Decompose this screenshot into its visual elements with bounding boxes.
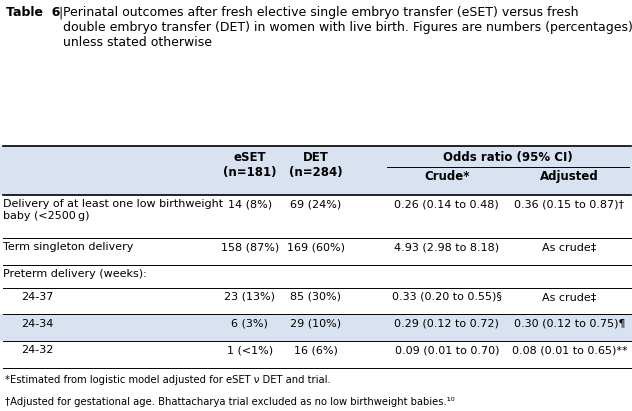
Text: 14 (8%): 14 (8%) (228, 199, 272, 209)
Text: 85 (30%): 85 (30%) (291, 292, 341, 302)
Text: 0.30 (0.12 to 0.75)¶: 0.30 (0.12 to 0.75)¶ (514, 319, 625, 328)
Text: 24-32: 24-32 (21, 345, 53, 355)
Text: 6 (3%): 6 (3%) (231, 319, 268, 328)
Bar (0, 288, 632, 314)
Text: 0.26 (0.14 to 0.48): 0.26 (0.14 to 0.48) (394, 199, 499, 209)
Text: 16 (6%): 16 (6%) (294, 345, 338, 355)
Text: 69 (24%): 69 (24%) (290, 199, 342, 209)
Text: 24-34: 24-34 (21, 319, 53, 328)
Bar (0, 314, 632, 341)
Bar (0, 341, 632, 368)
Text: 169 (60%): 169 (60%) (287, 242, 345, 252)
Text: |: | (58, 6, 63, 19)
Text: Perinatal outcomes after fresh elective single embryo transfer (eSET) versus fre: Perinatal outcomes after fresh elective … (63, 6, 632, 49)
Text: Adjusted: Adjusted (540, 170, 599, 183)
Text: 0.33 (0.20 to 0.55)§: 0.33 (0.20 to 0.55)§ (392, 292, 502, 302)
Text: As crude‡: As crude‡ (542, 242, 597, 252)
Text: 158 (87%): 158 (87%) (221, 242, 279, 252)
Text: 24-37: 24-37 (21, 292, 53, 302)
Text: 0.08 (0.01 to 0.65)**: 0.08 (0.01 to 0.65)** (512, 345, 627, 355)
Bar (0, 195, 632, 238)
Text: 29 (10%): 29 (10%) (291, 319, 341, 328)
Text: †Adjusted for gestational age. Bhattacharya trial excluded as no low birthweight: †Adjusted for gestational age. Bhattacha… (5, 397, 455, 406)
Text: Delivery of at least one low birthweight
baby (<2500 g): Delivery of at least one low birthweight… (3, 199, 223, 221)
Text: Table  6: Table 6 (6, 6, 61, 19)
Text: *Estimated from logistic model adjusted for eSET ν DET and trial.: *Estimated from logistic model adjusted … (5, 375, 331, 385)
Bar (0, 146, 632, 195)
Text: 1 (<1%): 1 (<1%) (227, 345, 272, 355)
Bar (0, 238, 632, 265)
Text: Odds ratio (95% CI): Odds ratio (95% CI) (443, 151, 573, 164)
Text: DET
(n=284): DET (n=284) (289, 151, 343, 179)
Text: 0.36 (0.15 to 0.87)†: 0.36 (0.15 to 0.87)† (514, 199, 624, 209)
Text: Term singleton delivery: Term singleton delivery (3, 242, 133, 252)
Text: Crude*: Crude* (424, 170, 470, 183)
Text: eSET
(n=181): eSET (n=181) (223, 151, 276, 179)
Bar (0, 265, 632, 288)
Text: 0.09 (0.01 to 0.70): 0.09 (0.01 to 0.70) (394, 345, 499, 355)
Text: As crude‡: As crude‡ (542, 292, 597, 302)
Text: Preterm delivery (weeks):: Preterm delivery (weeks): (3, 269, 147, 279)
Text: 4.93 (2.98 to 8.18): 4.93 (2.98 to 8.18) (394, 242, 499, 252)
Text: 0.29 (0.12 to 0.72): 0.29 (0.12 to 0.72) (394, 319, 499, 328)
Text: 23 (13%): 23 (13%) (224, 292, 275, 302)
